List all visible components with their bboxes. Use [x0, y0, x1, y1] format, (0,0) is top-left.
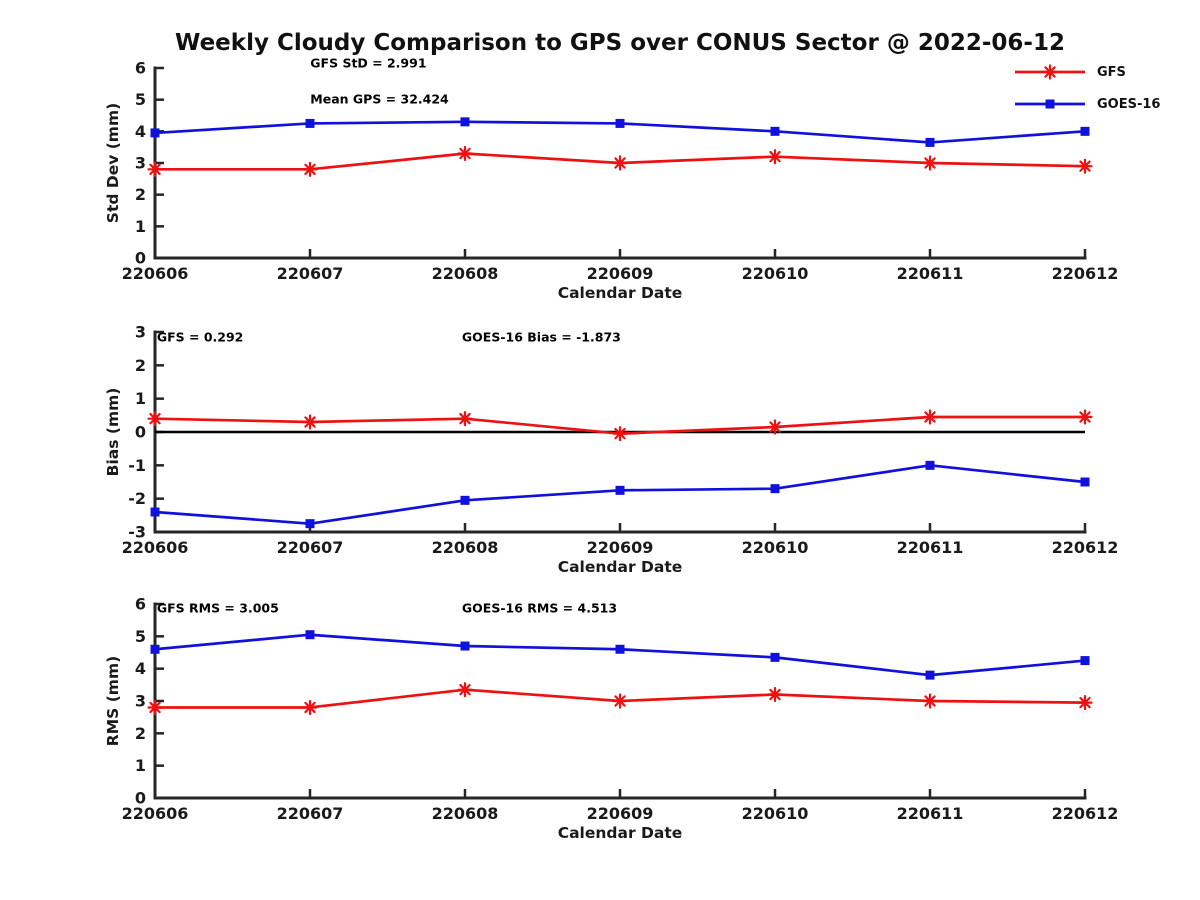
svg-text:220606: 220606	[122, 538, 189, 557]
svg-text:3: 3	[135, 154, 146, 173]
svg-text:Bias (mm): Bias (mm)	[104, 388, 122, 477]
svg-text:6: 6	[135, 59, 146, 78]
svg-text:Calendar Date: Calendar Date	[558, 558, 683, 576]
gfs-line-asterisk-icon	[1015, 64, 1085, 80]
legend: GFS GOES-16	[1012, 60, 1160, 116]
svg-text:220609: 220609	[587, 264, 654, 283]
svg-text:1: 1	[135, 217, 146, 236]
svg-text:Calendar Date: Calendar Date	[558, 824, 683, 842]
svg-text:4: 4	[135, 659, 146, 678]
svg-text:GFS RMS = 3.005: GFS RMS = 3.005	[157, 600, 279, 615]
svg-text:GFS StD = 2.991: GFS StD = 2.991	[310, 56, 426, 71]
svg-text:5: 5	[135, 627, 146, 646]
svg-text:0: 0	[135, 249, 146, 268]
subplot-std: 0 1 2 3 4 5 6 220606 220607 220608 220609 220610 220…	[104, 56, 1118, 302]
svg-text:220611: 220611	[897, 538, 964, 557]
subplot-rms: 0 1 2 3 4 5 6 220606 220607 220608 220609 220610 220…	[104, 595, 1118, 843]
svg-text:GFS = 0.292: GFS = 0.292	[157, 330, 244, 345]
svg-text:Std Dev (mm): Std Dev (mm)	[104, 103, 122, 223]
svg-text:220607: 220607	[277, 804, 344, 823]
svg-text:2: 2	[135, 724, 146, 743]
svg-text:220606: 220606	[122, 804, 189, 823]
svg-text:220612: 220612	[1052, 264, 1119, 283]
svg-text:GOES-16 RMS = 4.513: GOES-16 RMS = 4.513	[462, 600, 617, 615]
svg-text:220608: 220608	[432, 804, 499, 823]
svg-text:-3: -3	[128, 523, 146, 542]
figure-title: Weekly Cloudy Comparison to GPS over CON…	[175, 30, 1065, 56]
svg-text:-2: -2	[128, 489, 146, 508]
svg-text:Mean GPS = 32.424: Mean GPS = 32.424	[310, 91, 449, 106]
svg-text:0: 0	[135, 423, 146, 442]
svg-text:3: 3	[135, 323, 146, 342]
svg-text:220612: 220612	[1052, 538, 1119, 557]
svg-text:220607: 220607	[277, 264, 344, 283]
svg-text:-1: -1	[128, 456, 146, 475]
svg-text:220609: 220609	[587, 804, 654, 823]
svg-text:220610: 220610	[742, 538, 809, 557]
legend-label-goes16: GOES-16	[1097, 96, 1161, 112]
svg-text:2: 2	[135, 356, 146, 375]
svg-text:220610: 220610	[742, 804, 809, 823]
svg-text:1: 1	[135, 389, 146, 408]
svg-text:4: 4	[135, 122, 146, 141]
svg-text:220611: 220611	[897, 804, 964, 823]
svg-text:220610: 220610	[742, 264, 809, 283]
svg-text:2: 2	[135, 185, 146, 204]
svg-text:220611: 220611	[897, 264, 964, 283]
svg-text:220608: 220608	[432, 538, 499, 557]
svg-text:220607: 220607	[277, 538, 344, 557]
subplot-bias: -3 -2 -1 0 1 2 3 220606 220607 220608 220609 220610…	[104, 323, 1118, 577]
svg-text:1: 1	[135, 756, 146, 775]
svg-text:5: 5	[135, 90, 146, 109]
legend-item-gfs: GFS	[1012, 60, 1160, 84]
svg-text:0: 0	[135, 789, 146, 808]
svg-text:RMS (mm): RMS (mm)	[104, 656, 122, 746]
svg-text:3: 3	[135, 692, 146, 711]
svg-text:220608: 220608	[432, 264, 499, 283]
goes16-line-square-icon	[1015, 99, 1085, 109]
svg-text:220606: 220606	[122, 264, 189, 283]
legend-item-goes16: GOES-16	[1012, 92, 1160, 116]
svg-text:220612: 220612	[1052, 804, 1119, 823]
svg-text:220609: 220609	[587, 538, 654, 557]
svg-text:Calendar Date: Calendar Date	[558, 284, 683, 302]
legend-label-gfs: GFS	[1097, 64, 1126, 80]
svg-text:6: 6	[135, 595, 146, 614]
svg-text:GOES-16 Bias = -1.873: GOES-16 Bias = -1.873	[462, 330, 621, 345]
